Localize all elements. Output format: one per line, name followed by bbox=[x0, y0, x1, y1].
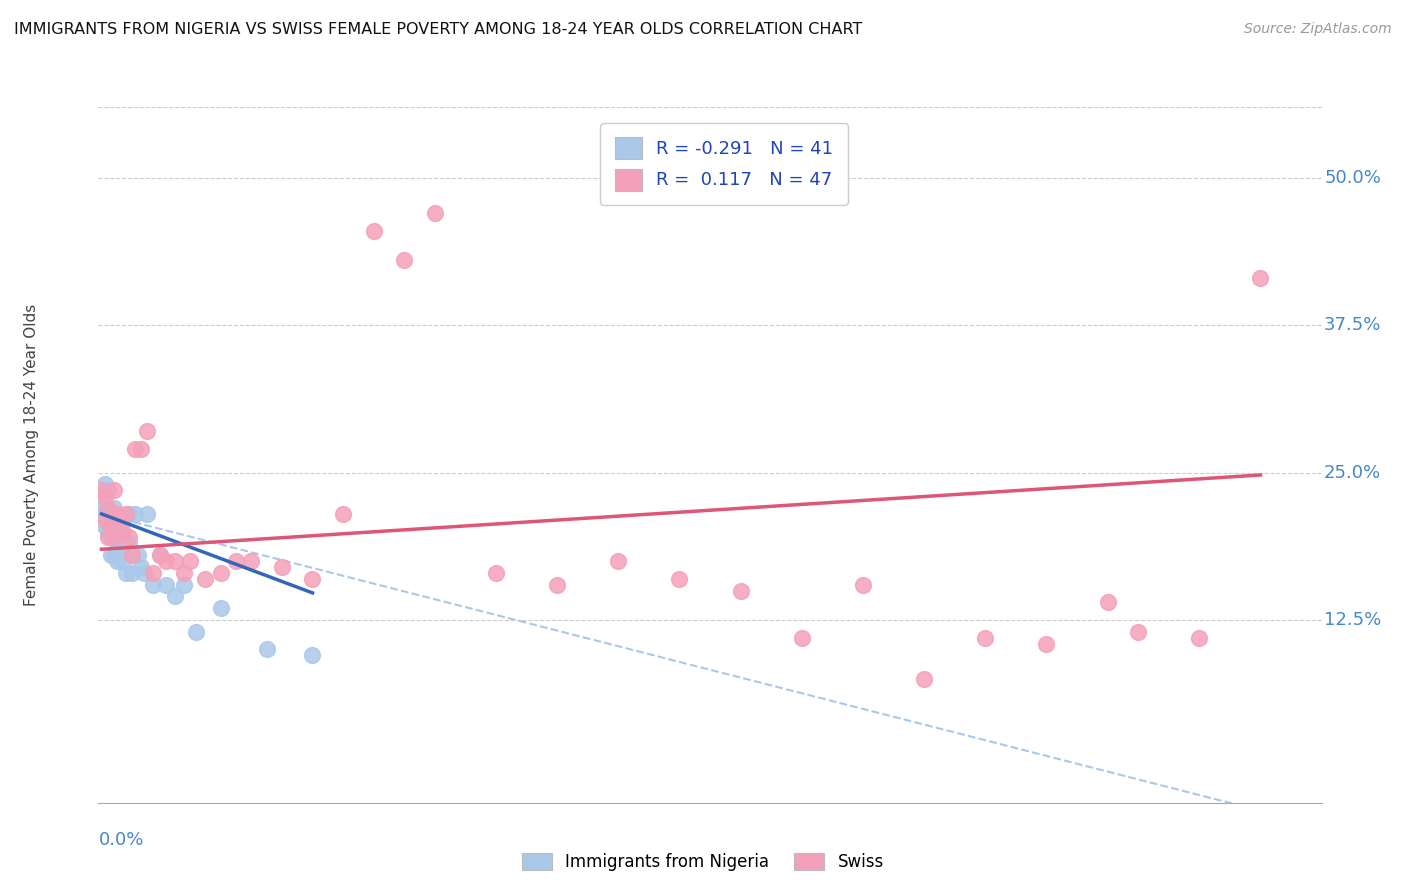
Point bbox=[90, 489, 112, 503]
Point bbox=[115, 566, 138, 580]
Point bbox=[974, 631, 997, 645]
Point bbox=[121, 548, 143, 562]
Point bbox=[209, 566, 232, 580]
Point bbox=[136, 425, 159, 439]
Point bbox=[1249, 271, 1271, 285]
Point bbox=[105, 536, 128, 550]
Point bbox=[103, 500, 125, 515]
Point bbox=[912, 672, 935, 686]
Point bbox=[100, 531, 122, 545]
Point bbox=[546, 577, 568, 591]
Text: 12.5%: 12.5% bbox=[1324, 611, 1381, 629]
Legend: R = -0.291   N = 41, R =  0.117   N = 47: R = -0.291 N = 41, R = 0.117 N = 47 bbox=[600, 123, 848, 205]
Point bbox=[103, 531, 125, 545]
Point bbox=[105, 507, 128, 521]
Point bbox=[173, 566, 195, 580]
Point bbox=[423, 206, 446, 220]
Point bbox=[111, 524, 134, 539]
Point bbox=[97, 483, 120, 498]
Point bbox=[93, 518, 115, 533]
Point bbox=[118, 507, 141, 521]
Point bbox=[103, 531, 125, 545]
Point bbox=[256, 642, 278, 657]
Point bbox=[100, 507, 122, 521]
Point bbox=[90, 483, 112, 498]
Point bbox=[97, 500, 120, 515]
Point bbox=[93, 489, 115, 503]
Point bbox=[301, 572, 323, 586]
Point bbox=[1188, 631, 1211, 645]
Point bbox=[852, 577, 875, 591]
Point bbox=[730, 583, 752, 598]
Point bbox=[134, 566, 156, 580]
Text: IMMIGRANTS FROM NIGERIA VS SWISS FEMALE POVERTY AMONG 18-24 YEAR OLDS CORRELATIO: IMMIGRANTS FROM NIGERIA VS SWISS FEMALE … bbox=[14, 22, 862, 37]
Point bbox=[155, 577, 177, 591]
Point bbox=[118, 536, 141, 550]
Point bbox=[97, 500, 120, 515]
Text: 0.0%: 0.0% bbox=[98, 830, 143, 848]
Point bbox=[103, 548, 125, 562]
Point bbox=[240, 554, 263, 568]
Point bbox=[115, 507, 138, 521]
Point bbox=[124, 507, 146, 521]
Point bbox=[155, 554, 177, 568]
Text: Source: ZipAtlas.com: Source: ZipAtlas.com bbox=[1244, 22, 1392, 37]
Point bbox=[103, 483, 125, 498]
Point bbox=[93, 500, 115, 515]
Point bbox=[124, 442, 146, 456]
Point bbox=[90, 507, 112, 521]
Point bbox=[129, 442, 152, 456]
Text: 50.0%: 50.0% bbox=[1324, 169, 1381, 186]
Point bbox=[105, 554, 128, 568]
Point bbox=[1097, 595, 1119, 609]
Point bbox=[108, 513, 131, 527]
Point bbox=[194, 572, 217, 586]
Point bbox=[179, 554, 201, 568]
Point bbox=[129, 560, 152, 574]
Point bbox=[1035, 637, 1057, 651]
Point bbox=[186, 624, 208, 639]
Point bbox=[1128, 624, 1150, 639]
Point bbox=[127, 548, 149, 562]
Point bbox=[142, 577, 165, 591]
Point bbox=[392, 253, 416, 268]
Point bbox=[105, 513, 128, 527]
Point bbox=[149, 548, 172, 562]
Point bbox=[209, 601, 232, 615]
Point bbox=[136, 507, 159, 521]
Text: 37.5%: 37.5% bbox=[1324, 316, 1382, 334]
Point bbox=[108, 524, 131, 539]
Point bbox=[121, 548, 143, 562]
Point bbox=[97, 531, 120, 545]
Point bbox=[108, 542, 131, 557]
Point bbox=[173, 577, 195, 591]
Text: Female Poverty Among 18-24 Year Olds: Female Poverty Among 18-24 Year Olds bbox=[24, 304, 38, 606]
Point bbox=[111, 531, 134, 545]
Point bbox=[93, 477, 115, 491]
Point bbox=[111, 554, 134, 568]
Point bbox=[668, 572, 690, 586]
Point bbox=[93, 513, 115, 527]
Legend: Immigrants from Nigeria, Swiss: Immigrants from Nigeria, Swiss bbox=[513, 845, 893, 880]
Point bbox=[118, 531, 141, 545]
Point bbox=[301, 648, 323, 663]
Point bbox=[163, 590, 186, 604]
Point bbox=[100, 548, 122, 562]
Point bbox=[163, 554, 186, 568]
Point bbox=[332, 507, 354, 521]
Point bbox=[142, 566, 165, 580]
Point bbox=[607, 554, 630, 568]
Point bbox=[100, 518, 122, 533]
Point bbox=[225, 554, 247, 568]
Point bbox=[485, 566, 508, 580]
Text: 25.0%: 25.0% bbox=[1324, 464, 1381, 482]
Point bbox=[363, 224, 385, 238]
Point bbox=[790, 631, 813, 645]
Point bbox=[149, 548, 172, 562]
Point bbox=[97, 524, 120, 539]
Point bbox=[270, 560, 292, 574]
Point bbox=[121, 566, 143, 580]
Point bbox=[115, 542, 138, 557]
